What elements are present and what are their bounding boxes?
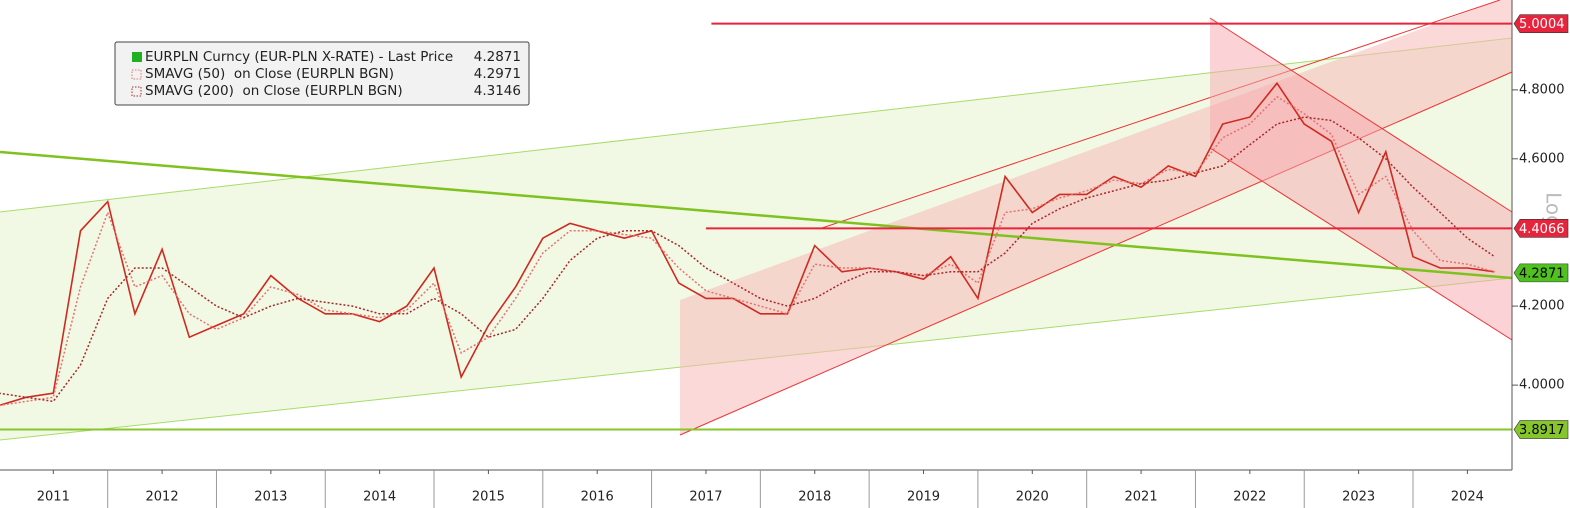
x-tick-label: 2013 bbox=[254, 490, 287, 505]
x-tick-label: 2022 bbox=[1233, 490, 1266, 505]
level-tag bbox=[1513, 219, 1569, 238]
legend-value: 4.3146 bbox=[474, 83, 521, 99]
y-tick-label: 4.0000 bbox=[1519, 378, 1565, 393]
x-tick-label: 2012 bbox=[146, 490, 179, 505]
price-line bbox=[0, 81, 1495, 407]
legend-label: SMAVG (50) on Close (EURPLN BGN) bbox=[145, 66, 394, 82]
legend-value: 4.2971 bbox=[474, 66, 521, 82]
x-tick-label: 2020 bbox=[1016, 490, 1049, 505]
x-tick-label: 2016 bbox=[581, 490, 614, 505]
channel-line bbox=[821, 0, 1501, 229]
legend-label: EURPLN Curncy (EUR-PLN X-RATE) - Last Pr… bbox=[145, 49, 453, 65]
y-tick-label: 4.8000 bbox=[1519, 82, 1565, 97]
red-channel bbox=[1210, 18, 1512, 340]
x-tick-label: 2017 bbox=[689, 490, 722, 505]
x-tick-label: 2023 bbox=[1342, 490, 1375, 505]
legend-swatch bbox=[131, 69, 142, 80]
sma-line bbox=[0, 95, 1495, 407]
level-label: 4.2871 bbox=[1519, 266, 1565, 281]
level-tag bbox=[1513, 14, 1569, 33]
legend-label: SMAVG (200) on Close (EURPLN BGN) bbox=[145, 83, 403, 99]
level-label: 3.8917 bbox=[1519, 423, 1565, 438]
x-tick-label: 2014 bbox=[363, 490, 396, 505]
level-label: 4.4066 bbox=[1519, 222, 1565, 237]
legend-swatch bbox=[131, 86, 142, 97]
x-tick-label: 2011 bbox=[37, 490, 70, 505]
plot bbox=[0, 22, 1512, 431]
level-tag bbox=[1513, 420, 1569, 439]
sma-line bbox=[0, 116, 1496, 403]
x-tick-label: 2024 bbox=[1451, 490, 1484, 505]
legend-value: 4.2871 bbox=[474, 49, 521, 65]
legend: EURPLN Curncy (EUR-PLN X-RATE) - Last Pr… bbox=[114, 41, 530, 106]
y-tick-label: 4.2000 bbox=[1519, 299, 1565, 314]
x-tick-label: 2021 bbox=[1125, 490, 1158, 505]
x-tick-label: 2015 bbox=[472, 490, 505, 505]
channel-line bbox=[1209, 17, 1513, 213]
level-label: 5.0004 bbox=[1519, 17, 1565, 32]
level-tag bbox=[1513, 263, 1569, 283]
x-tick-label: 2018 bbox=[798, 490, 831, 505]
trend-line bbox=[0, 150, 1513, 280]
y-tick-label: 4.6000 bbox=[1519, 151, 1565, 166]
x-tick-label: 2019 bbox=[907, 490, 940, 505]
channel-line bbox=[1209, 147, 1513, 341]
legend-box bbox=[114, 41, 530, 106]
legend-swatch bbox=[132, 52, 142, 62]
